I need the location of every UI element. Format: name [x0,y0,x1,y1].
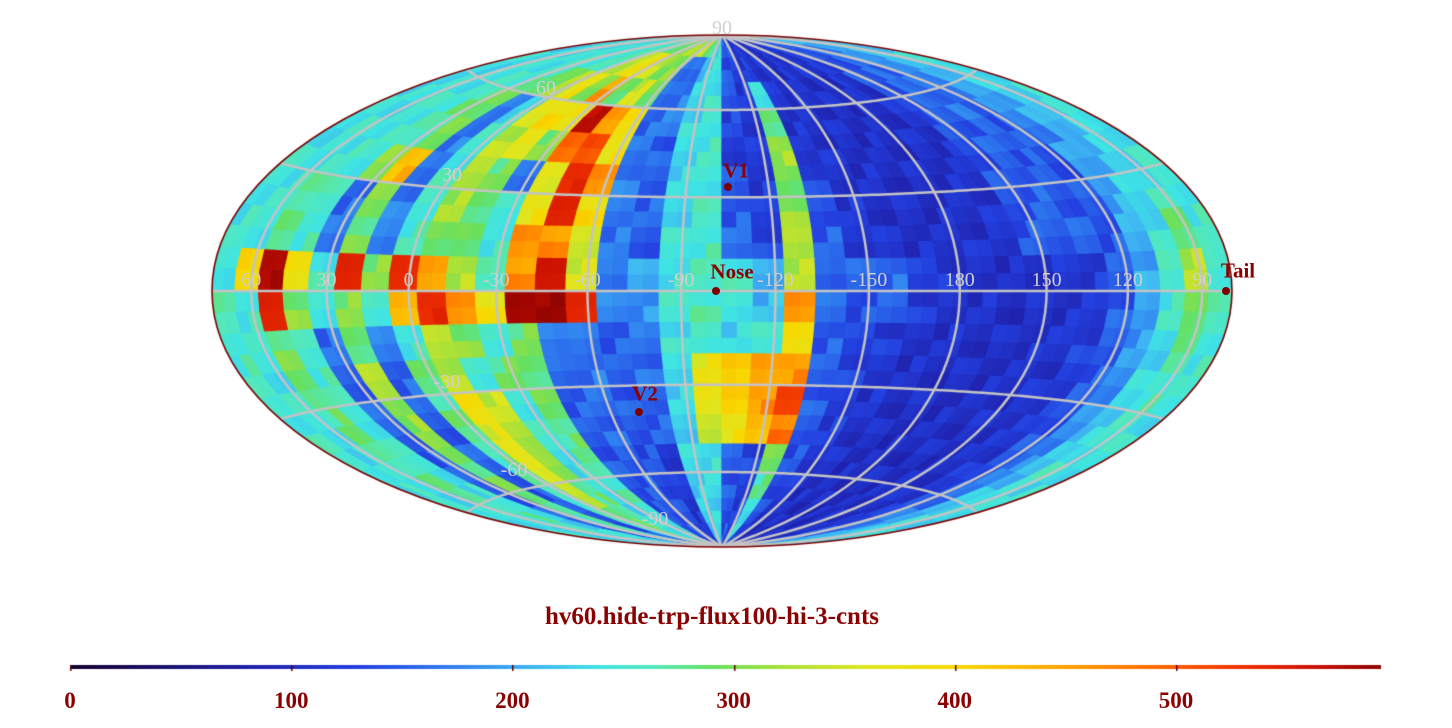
graticule-label-lon-m120: -120 [757,269,794,291]
landmark-dot-v2 [635,408,643,416]
graticule-label-lon-90: 90 [1192,269,1213,291]
graticule-label-lon-m90: -90 [667,269,695,291]
graticule-label-lon-m30: -30 [482,269,510,291]
graticule-label-lat-m60: -60 [500,459,528,481]
graticule-label-lat-m30: -30 [433,371,461,393]
graticule-label-lat-60: 60 [536,77,556,99]
graticule-label-lat-m90: -90 [641,508,669,530]
graticule-label-lon-m60: -60 [574,269,601,291]
landmark-dot-tail [1222,287,1230,295]
colorbar-tick-label-400: 400 [937,688,973,713]
graticule-label-lon-150: 150 [1031,269,1062,291]
graticule-label-lon-0: 0 [403,269,414,291]
graticule-label-lon-180: 180 [944,269,975,291]
graticule-label-lon-120: 120 [1112,269,1143,291]
landmark-dot-nose [712,287,720,295]
landmark-label-nose: Nose [710,259,754,284]
graticule-label-lat-90: 90 [712,17,732,39]
landmark-dot-v1 [724,183,732,191]
colorbar-tick-label-0: 0 [64,688,76,713]
colorbar-tick-label-100: 100 [273,688,309,713]
colorbar-tick-label-200: 200 [495,688,530,713]
graticule-label-lon-m150: -150 [850,269,888,291]
colorbar-tick-label-500: 500 [1158,688,1194,713]
colorbar-tick-label-300: 300 [716,688,751,713]
landmark-label-tail: Tail [1220,258,1256,283]
landmark-label-v1: V1 [723,158,749,183]
figure-title: hv60.hide-trp-flux100-hi-3-cnts [544,603,880,630]
graticule-label-lon-30: 30 [316,269,337,291]
graticule-label-lon-60: 60 [241,269,262,291]
graticule-label-lat-30: 30 [442,164,462,186]
landmark-label-v2: V2 [632,381,658,406]
